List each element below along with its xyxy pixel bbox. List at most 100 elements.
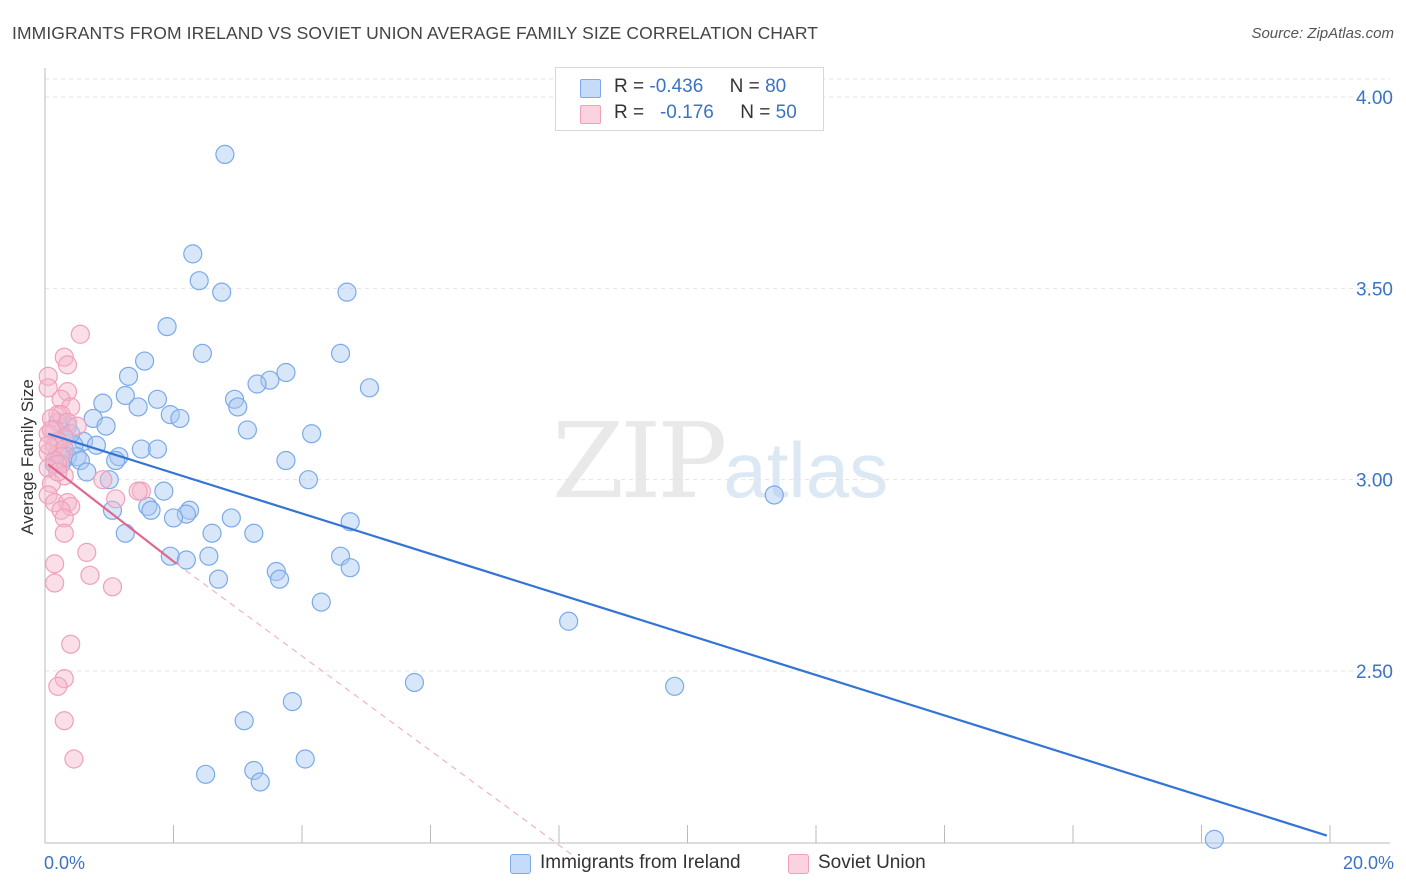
x-tick-label-max: 20.0%: [1343, 853, 1394, 873]
point-soviet: [128, 481, 148, 501]
point-ireland: [237, 420, 257, 440]
bottom-legend-label-soviet: Soviet Union: [818, 852, 926, 873]
legend-swatch-soviet: [580, 105, 601, 124]
legend-n-value: 80: [765, 76, 787, 97]
point-ireland: [115, 385, 135, 406]
point-soviet: [38, 378, 58, 398]
point-soviet: [106, 489, 126, 509]
point-ireland: [359, 378, 380, 398]
point-ireland: [295, 749, 315, 769]
point-ireland: [93, 393, 113, 413]
zipatlas-watermark: ZIPatlas: [552, 400, 888, 522]
point-ireland: [131, 439, 151, 459]
point-ireland: [276, 450, 296, 471]
point-ireland: [141, 500, 161, 520]
point-soviet: [51, 389, 71, 409]
legend-r-label: R =: [614, 102, 645, 123]
point-ireland: [212, 282, 232, 302]
point-ireland: [221, 508, 241, 528]
point-ireland: [1204, 829, 1224, 849]
point-ireland: [96, 416, 116, 436]
y-tick-label: 3.00: [1356, 471, 1393, 492]
x-tick-label-min: 0.0%: [44, 853, 85, 873]
point-soviet: [41, 420, 62, 440]
point-ireland: [163, 508, 184, 528]
point-soviet: [54, 669, 74, 689]
point-ireland: [244, 523, 264, 543]
point-ireland: [282, 692, 302, 712]
axes: [44, 68, 1390, 844]
y-axis-label: Average Family Size: [18, 379, 37, 535]
point-ireland: [247, 374, 267, 394]
point-soviet: [38, 485, 58, 505]
point-ireland: [189, 271, 209, 291]
point-ireland: [665, 676, 685, 696]
grid-lines: [45, 78, 1390, 672]
point-ireland: [196, 764, 216, 784]
point-soviet: [77, 542, 97, 562]
point-ireland: [183, 244, 203, 264]
point-soviet: [38, 366, 58, 386]
legend-r-value: -0.176: [659, 102, 714, 123]
point-soviet: [93, 470, 113, 490]
legend-n-label: N =: [740, 102, 771, 123]
trend-lines: [47, 432, 1328, 856]
point-ireland: [99, 470, 119, 490]
point-ireland: [102, 500, 123, 520]
legend-swatch-ireland: [580, 79, 601, 98]
point-soviet: [102, 577, 123, 597]
point-ireland: [160, 546, 180, 566]
point-ireland: [118, 366, 139, 386]
point-ireland: [176, 504, 196, 524]
point-soviet: [57, 382, 78, 402]
point-ireland: [160, 405, 180, 425]
point-soviet: [54, 508, 74, 528]
point-ireland: [311, 592, 331, 612]
bottom-legend-label-ireland: Immigrants from Ireland: [540, 852, 741, 873]
point-ireland: [147, 389, 168, 409]
correlation-legend: R = -0.436 N = 80 R = -0.176 N = 50: [555, 67, 824, 131]
point-ireland: [215, 144, 235, 164]
point-ireland: [404, 672, 425, 693]
point-soviet: [54, 523, 74, 543]
point-ireland: [147, 439, 168, 459]
axis-labels: 4.00 3.50 3.00 2.50 0.0% 20.0% Average Family …: [18, 88, 1394, 873]
data-points: [38, 144, 1224, 849]
point-ireland: [176, 550, 196, 570]
point-ireland: [192, 343, 213, 363]
legend-n-label: N =: [729, 76, 760, 97]
y-tick-label: 3.50: [1356, 279, 1393, 300]
point-soviet: [70, 324, 90, 344]
point-ireland: [202, 523, 222, 543]
point-ireland: [269, 569, 290, 589]
point-ireland: [199, 546, 219, 566]
point-ireland: [157, 317, 177, 337]
point-soviet: [38, 435, 58, 455]
point-ireland: [559, 611, 579, 631]
point-soviet: [67, 416, 87, 436]
point-soviet: [41, 473, 62, 494]
point-soviet: [41, 408, 62, 429]
legend-text-ireland: R = -0.436 N = 80: [614, 76, 786, 98]
legend-r-label: R =: [614, 76, 645, 97]
point-ireland: [77, 462, 97, 482]
watermark-zip: ZIP: [552, 400, 727, 522]
point-soviet: [80, 565, 100, 585]
point-soviet: [54, 711, 74, 731]
point-ireland: [208, 569, 229, 589]
trend-line-ireland: [47, 432, 1328, 837]
point-ireland: [250, 772, 270, 792]
trend-line-soviet: [47, 463, 178, 565]
point-ireland: [154, 481, 174, 501]
point-soviet: [38, 458, 58, 478]
point-ireland: [337, 282, 357, 302]
point-soviet: [61, 496, 81, 517]
point-soviet: [64, 749, 84, 769]
point-soviet: [48, 676, 68, 696]
point-ireland: [244, 760, 264, 781]
bottom-legend-swatch-soviet: [788, 854, 809, 874]
point-ireland: [234, 711, 254, 731]
point-ireland: [340, 558, 360, 578]
point-soviet: [57, 355, 78, 375]
bottom-legend-swatch-ireland: [510, 854, 531, 874]
